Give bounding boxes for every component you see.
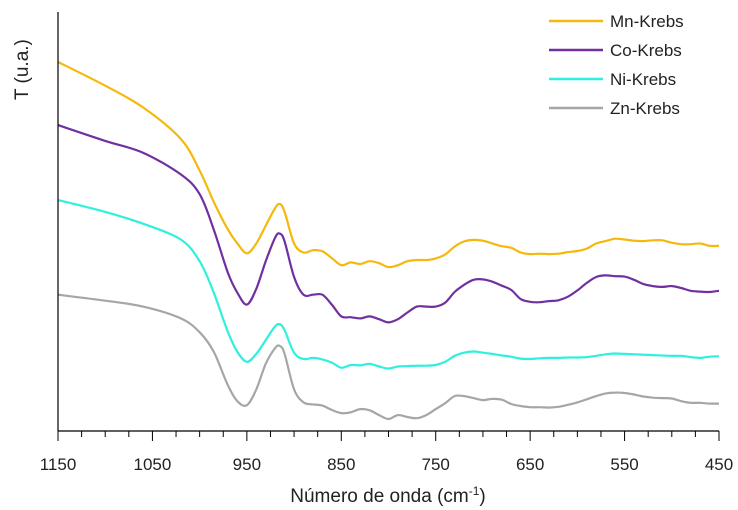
series-line-zn-krebs: [57, 293, 720, 421]
x-tick-label: 1150: [40, 455, 77, 474]
x-tick-label: 850: [327, 455, 355, 474]
series-line-co-krebs: [57, 124, 720, 324]
y-axis-label: T (u.a.): [12, 39, 33, 100]
x-axis-label: Número de onda (cm-1): [290, 484, 485, 507]
legend-label-zn-krebs: Zn-Krebs: [610, 99, 680, 118]
x-tick-label: 550: [610, 455, 638, 474]
legend-label-co-krebs: Co-Krebs: [610, 41, 682, 60]
x-tick-label: 950: [233, 455, 261, 474]
x-axis-label-main: Número de onda (cm: [290, 486, 468, 507]
x-tick-label: 1050: [134, 455, 172, 474]
x-axis-ticks: [57, 431, 720, 441]
x-axis-tick-labels: 1150 1050 950 850 750 650 550 450: [40, 455, 733, 474]
legend-label-mn-krebs: Mn-Krebs: [610, 12, 684, 31]
x-axis-label-superscript: -1: [469, 484, 480, 498]
x-tick-label: 450: [705, 455, 733, 474]
legend: Mn-Krebs Co-Krebs Ni-Krebs Zn-Krebs: [549, 12, 684, 118]
x-tick-label: 650: [516, 455, 544, 474]
x-tick-label: 750: [422, 455, 450, 474]
legend-label-ni-krebs: Ni-Krebs: [610, 70, 676, 89]
plot-area: [57, 61, 720, 421]
x-axis-label-suffix: ): [479, 486, 485, 507]
series-line-ni-krebs: [57, 199, 720, 370]
series-line-mn-krebs: [57, 61, 720, 269]
